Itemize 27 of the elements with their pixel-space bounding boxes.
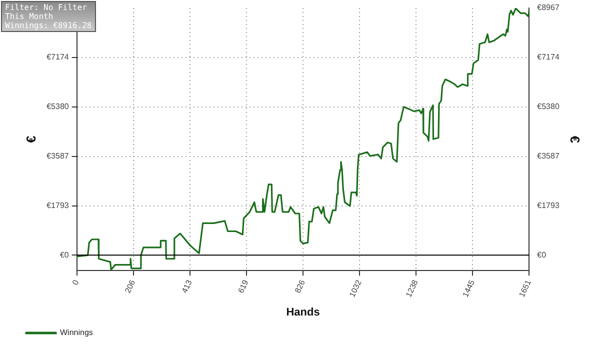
annotation: Filter: No Filter xyxy=(5,3,88,12)
x-tick-label: 0 xyxy=(70,278,81,286)
x-tick-label: 826 xyxy=(293,278,308,295)
x-tick-label: 1032 xyxy=(348,278,364,299)
x-tick-label: 1445 xyxy=(460,278,477,299)
x-tick-label: 1238 xyxy=(404,278,420,299)
y-tick-label: €7174 xyxy=(46,52,70,62)
y2-tick-label: €7174 xyxy=(537,52,560,62)
x-tick-label: 206 xyxy=(123,278,138,295)
y-tick-label: €0 xyxy=(60,250,70,260)
annotation: Winnings: €8916.28 xyxy=(5,21,92,30)
y2-tick-label: €5380 xyxy=(537,102,560,112)
y-tick-label: €1793 xyxy=(46,200,70,210)
x-tick-label: 413 xyxy=(180,278,194,295)
y2-axis-title: € xyxy=(568,136,583,143)
text: This Month xyxy=(5,12,54,21)
y-tick-label: €3587 xyxy=(46,152,70,161)
y-axis-title: € xyxy=(23,136,38,143)
y2-tick-label: €1793 xyxy=(537,200,560,210)
y2-tick-label: €3587 xyxy=(537,152,560,161)
y2-tick-label: €0 xyxy=(537,250,547,260)
x-tick-label: 619 xyxy=(236,278,250,295)
y-tick-label: €5380 xyxy=(46,102,70,112)
y2-tick-label: €8967 xyxy=(537,3,560,12)
x-axis-title: Hands xyxy=(286,306,320,318)
legend-label: Winnings xyxy=(60,328,93,338)
x-tick-label: 1651 xyxy=(517,278,534,299)
